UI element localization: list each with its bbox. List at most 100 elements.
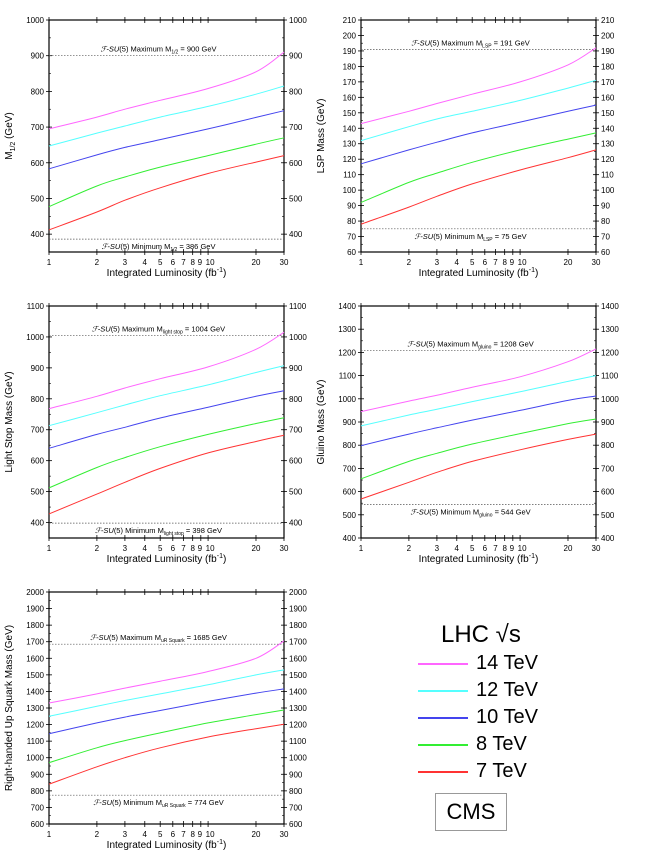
y-tick-label: 160 [343,93,357,102]
series-7-tev [360,433,597,500]
y-tick-label: 200 [343,31,357,40]
series-7-tev [48,155,285,231]
y-tick-label: 1600 [26,654,44,663]
y-tick-label: 600 [31,820,45,829]
y-tick-label: 1900 [26,605,44,614]
x-tick-label: 6 [171,544,176,553]
x-tick-label: 1 [47,830,52,839]
y-tick-label: 180 [343,62,357,71]
y-tick-label: 800 [31,87,45,96]
max-annotation: ℱ-SU(5) Maximum MuR Squark = 1685 GeV [90,633,227,644]
y-tick-label: 110 [343,171,356,180]
x-tick-label: 5 [158,830,163,839]
x-tick-label: 5 [158,544,163,553]
y-tick-label-right: 600 [289,159,303,168]
x-tick-label: 3 [435,544,440,553]
series-14-tev [48,331,285,410]
y-tick-label: 60 [347,248,356,257]
y-tick-label-right: 600 [601,488,615,497]
x-tick-label: 6 [171,258,176,267]
min-annotation: ℱ-SU(5) Minimum MuR Squark = 774 GeV [93,798,224,809]
series-14-tev [48,640,285,704]
x-tick-label: 7 [493,258,498,267]
y-tick-label-right: 1200 [601,348,619,357]
x-tick-label: 9 [198,258,203,267]
y-tick-label: 1100 [27,737,45,746]
y-tick-label-right: 1000 [601,395,619,404]
x-tick-label: 8 [502,544,507,553]
series-8-tev [48,417,285,489]
plot-frame [48,305,285,539]
x-tick-label: 4 [143,830,148,839]
plot-frame [48,591,285,825]
legend-swatch [418,716,468,719]
y-axis-label: Right-handed Up Squark Mass (GeV) [4,625,15,791]
y-tick-label: 1300 [338,325,356,334]
series-8-tev [360,418,597,480]
x-tick-label: 4 [143,544,148,553]
y-tick-label-right: 800 [601,441,615,450]
y-tick-label: 1000 [26,754,44,763]
y-tick-label: 1100 [27,302,45,311]
x-tick-label: 10 [206,830,215,839]
plot-frame [48,19,285,253]
x-tick-label: 20 [252,544,261,553]
y-tick-label-right: 200 [601,31,615,40]
y-tick-label-right: 210 [601,16,615,25]
max-annotation: ℱ-SU(5) Maximum Mgluino = 1208 GeV [407,340,534,351]
x-tick-label: 5 [470,258,475,267]
series-10-tev [48,390,285,449]
series-14-tev [48,51,285,130]
y-tick-label: 700 [31,123,45,132]
series-12-tev [360,79,597,142]
cms-badge: CMS [435,793,507,831]
y-tick-label: 900 [343,418,357,427]
x-tick-label: 4 [143,258,148,267]
y-tick-label: 500 [31,488,45,497]
y-tick-label: 800 [31,787,45,796]
y-tick-label: 500 [31,194,45,203]
y-tick-label: 900 [31,770,45,779]
x-tick-label: 8 [190,258,195,267]
y-tick-label-right: 1100 [601,372,619,381]
legend-swatch [418,689,468,692]
x-tick-label: 8 [190,544,195,553]
x-tick-label: 10 [518,544,527,553]
legend-item-7tev: 7 TeV [405,758,585,785]
y-tick-label: 1300 [26,704,44,713]
x-tick-label: 7 [181,544,186,553]
x-tick-label: 8 [502,258,507,267]
x-tick-label: 20 [564,544,573,553]
y-tick-label: 190 [343,47,357,56]
y-tick-label: 70 [347,233,356,242]
y-tick-label-right: 1500 [289,671,307,680]
y-tick-label-right: 70 [601,233,610,242]
x-tick-label: 2 [95,830,100,839]
y-tick-label: 1400 [26,687,44,696]
series-12-tev [48,85,285,147]
x-tick-label: 10 [206,544,215,553]
x-axis-label: Integrated Luminosity (fb-1) [419,553,539,565]
x-tick-label: 30 [280,830,289,839]
y-tick-label: 140 [343,124,357,133]
legend-item-12tev: 12 TeV [405,677,585,704]
y-tick-label-right: 1100 [289,302,307,311]
y-tick-label: 1800 [26,621,44,630]
y-tick-label: 100 [343,186,357,195]
series-12-tev [48,669,285,717]
series-8-tev [48,137,285,208]
y-tick-label-right: 500 [289,488,303,497]
y-tick-label-right: 1300 [289,704,307,713]
x-tick-label: 2 [95,544,100,553]
y-tick-label-right: 150 [601,109,615,118]
y-tick-label-right: 900 [289,364,303,373]
y-tick-label-right: 180 [601,62,615,71]
y-tick-label-right: 1300 [601,325,619,334]
y-tick-label-right: 400 [289,519,303,528]
y-tick-label: 1000 [338,395,356,404]
legend-item-8tev: 8 TeV [405,731,585,758]
y-tick-label: 800 [31,395,45,404]
y-tick-label-right: 120 [601,155,615,164]
y-tick-label-right: 160 [601,93,615,102]
y-tick-label: 600 [31,159,45,168]
